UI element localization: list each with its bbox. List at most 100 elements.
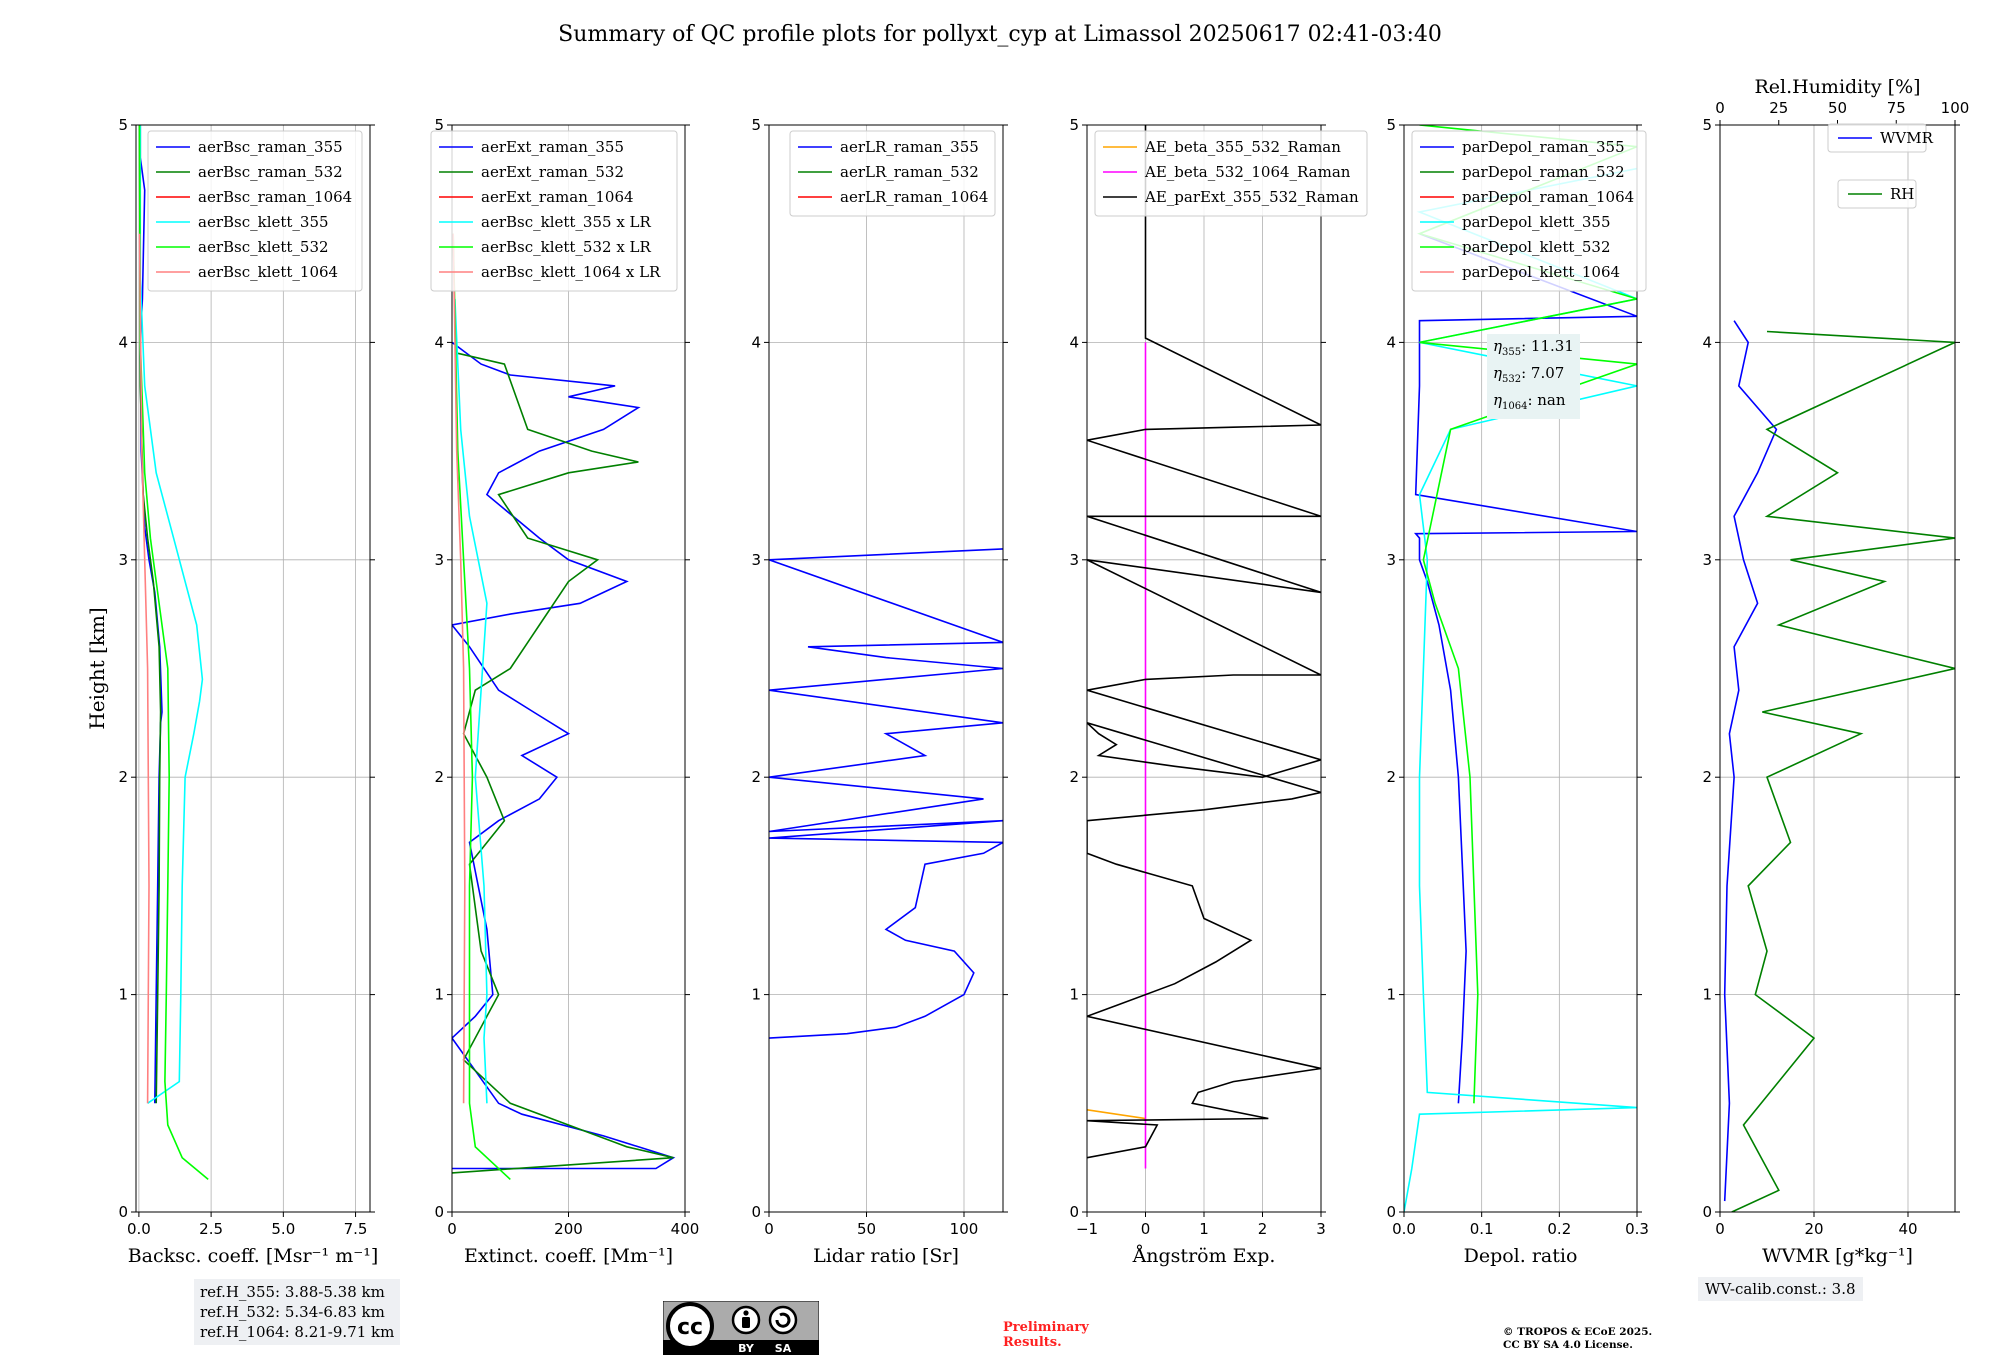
y-tick-label: 2 — [118, 768, 128, 786]
y-tick-label: 3 — [434, 551, 444, 569]
ref-height-532: ref.H_532: 5.34-6.83 km — [200, 1303, 385, 1321]
x-tick-label: 0 — [1715, 1220, 1725, 1238]
y-tick-label: 5 — [751, 116, 761, 134]
legend-box — [789, 130, 996, 217]
reference-height-box: ref.H_355: 3.88-5.38 km ref.H_532: 5.34-… — [194, 1279, 401, 1345]
y-tick-label: 3 — [118, 551, 128, 569]
eta-1064: η1064: nan — [1493, 391, 1566, 412]
y-tick-label: 3 — [1702, 551, 1712, 569]
x-axis-label: Lidar ratio [Sr] — [813, 1245, 959, 1267]
legend-label: aerBsc_klett_1064 — [198, 263, 338, 281]
y-tick-label: 1 — [1069, 986, 1079, 1004]
legend-label: parDepol_klett_355 — [1462, 213, 1611, 231]
y-tick-label: 2 — [434, 768, 444, 786]
legend-label: aerBsc_klett_1064 x LR — [481, 263, 661, 281]
x-tick-label: 100 — [950, 1220, 979, 1238]
series-line-aerExt_raman_532 — [452, 352, 674, 1174]
y-tick-label: 2 — [1069, 768, 1079, 786]
x-tick-label: 5.0 — [271, 1220, 295, 1238]
y-tick-label: 4 — [1386, 333, 1396, 351]
series-line-AE_beta_355_532_Raman — [1087, 1109, 1146, 1120]
eta-box: η355: 11.31 η532: 7.07 η1064: nan — [1487, 334, 1580, 419]
x-axis-label: Backsc. coeff. [Msr⁻¹ m⁻¹] — [128, 1245, 379, 1267]
series-line-parDepol_raman_355 — [1413, 232, 1637, 1104]
x2-tick-label: 25 — [1769, 99, 1788, 117]
x-tick-label: 0.1 — [1470, 1220, 1494, 1238]
series-group — [769, 548, 1003, 1039]
y-tick-label: 5 — [1386, 116, 1396, 134]
y-tick-label: 3 — [1386, 551, 1396, 569]
y-tick-label: 4 — [434, 333, 444, 351]
y-tick-label: 2 — [1386, 768, 1396, 786]
x-tick-label: 0 — [1141, 1220, 1151, 1238]
legend-label: aerBsc_raman_1064 — [198, 188, 352, 206]
legend-label: parDepol_klett_1064 — [1462, 263, 1620, 281]
y-tick-label: 5 — [434, 116, 444, 134]
y-axis-label: Height [km] — [85, 607, 109, 729]
eta-532: η532: 7.07 — [1493, 364, 1565, 385]
legend-label: AE_beta_355_532_Raman — [1144, 138, 1341, 156]
x-tick-label: 50 — [857, 1220, 876, 1238]
legend-box — [1094, 130, 1368, 217]
legend: WVMR RH — [1827, 123, 1934, 209]
x2-axis-label: Rel.Humidity [%] — [1754, 76, 1920, 98]
y-tick-label: 3 — [1069, 551, 1079, 569]
legend-label: aerBsc_klett_355 — [198, 213, 329, 231]
series-line-aerBsc_klett_355 x LR — [454, 298, 488, 1104]
panel-lr: 0 50 100 0 1 2 3 4 5 Lidar ratio [Sr] aerLR_raman_… — [751, 116, 1008, 1267]
legend-label: aerLR_raman_532 — [840, 163, 979, 181]
y-tick-label: 4 — [1069, 333, 1079, 351]
y-tick-label: 1 — [1386, 986, 1396, 1004]
x-tick-label: 7.5 — [344, 1220, 368, 1238]
y-tick-label: 0 — [1386, 1203, 1396, 1221]
legend: aerBsc_raman_355 aerBsc_raman_532 aerBsc_r… — [147, 130, 363, 292]
series-line-aerLR_raman_355 — [769, 548, 1003, 1039]
legend-label: WVMR — [1880, 129, 1934, 147]
y-tick-label: 0 — [751, 1203, 761, 1221]
y-tick-label: 4 — [1702, 333, 1712, 351]
y-tick-label: 0 — [1702, 1203, 1712, 1221]
x-axis-label: Ångström Exp. — [1132, 1245, 1276, 1267]
legend-label: aerExt_raman_532 — [481, 163, 624, 181]
panel-ext: 0 200 400 0 1 2 3 4 5 Extinct. coeff. [Mm⁻¹] aerEx… — [430, 116, 699, 1267]
legend-label: aerBsc_raman_355 — [198, 138, 343, 156]
x-tick-label: 2 — [1258, 1220, 1268, 1238]
legend-label: parDepol_raman_532 — [1462, 163, 1625, 181]
legend: AE_beta_355_532_Raman AE_beta_532_1064_Ra… — [1094, 130, 1368, 217]
legend-label: aerBsc_klett_355 x LR — [481, 213, 652, 231]
legend-label: aerExt_raman_355 — [481, 138, 624, 156]
series-line-aerBsc_klett_532 x LR — [452, 233, 511, 1180]
cc-by-sa-badge: cc BY SA — [663, 1301, 819, 1355]
y-tick-label: 5 — [118, 116, 128, 134]
series-line-RH — [1731, 330, 1955, 1212]
y-tick-label: 0 — [1069, 1203, 1079, 1221]
axes-frame — [1403, 124, 1638, 1213]
sa-label: SA — [775, 1342, 792, 1355]
x-tick-label: 1 — [1199, 1220, 1209, 1238]
y-tick-label: 4 — [118, 333, 128, 351]
x-tick-label: 20 — [1804, 1220, 1823, 1238]
legend-label: aerLR_raman_1064 — [840, 188, 988, 206]
legend-label: aerBsc_raman_532 — [198, 163, 343, 181]
y-tick-label: 2 — [1702, 768, 1712, 786]
panel-bsc: 0.0 2.5 5.0 7.5 0 1 2 3 4 5 Backsc. coeff. [Msr⁻¹ … — [85, 116, 378, 1267]
copyright-note: © TROPOS & ECoE 2025. CC BY SA 4.0 Licen… — [1503, 1326, 1653, 1351]
series-line-parDepol_klett_355 — [1404, 167, 1637, 1212]
y-tick-label: 5 — [1702, 116, 1712, 134]
legend-label: AE_beta_532_1064_Raman — [1144, 163, 1351, 181]
ref-height-355: ref.H_355: 3.88-5.38 km — [200, 1283, 385, 1301]
x-tick-label: 40 — [1898, 1220, 1917, 1238]
y-tick-label: 1 — [751, 986, 761, 1004]
x-axis-label: WVMR [g*kg⁻¹] — [1762, 1245, 1913, 1267]
series-line-aerBsc_klett_355 — [139, 125, 204, 1104]
x-tick-label: 0.0 — [1392, 1220, 1416, 1238]
x-tick-label: 0 — [764, 1220, 774, 1238]
axes-frame — [1719, 124, 1956, 1213]
legend: parDepol_raman_355 parDepol_raman_532 parD… — [1411, 130, 1647, 292]
x2-tick-label: 50 — [1828, 99, 1847, 117]
legend-label: aerBsc_klett_532 — [198, 238, 329, 256]
legend-label: parDepol_klett_532 — [1462, 238, 1611, 256]
series-group — [452, 233, 676, 1180]
figure-title: Summary of QC profile plots for pollyxt_… — [558, 22, 1442, 47]
